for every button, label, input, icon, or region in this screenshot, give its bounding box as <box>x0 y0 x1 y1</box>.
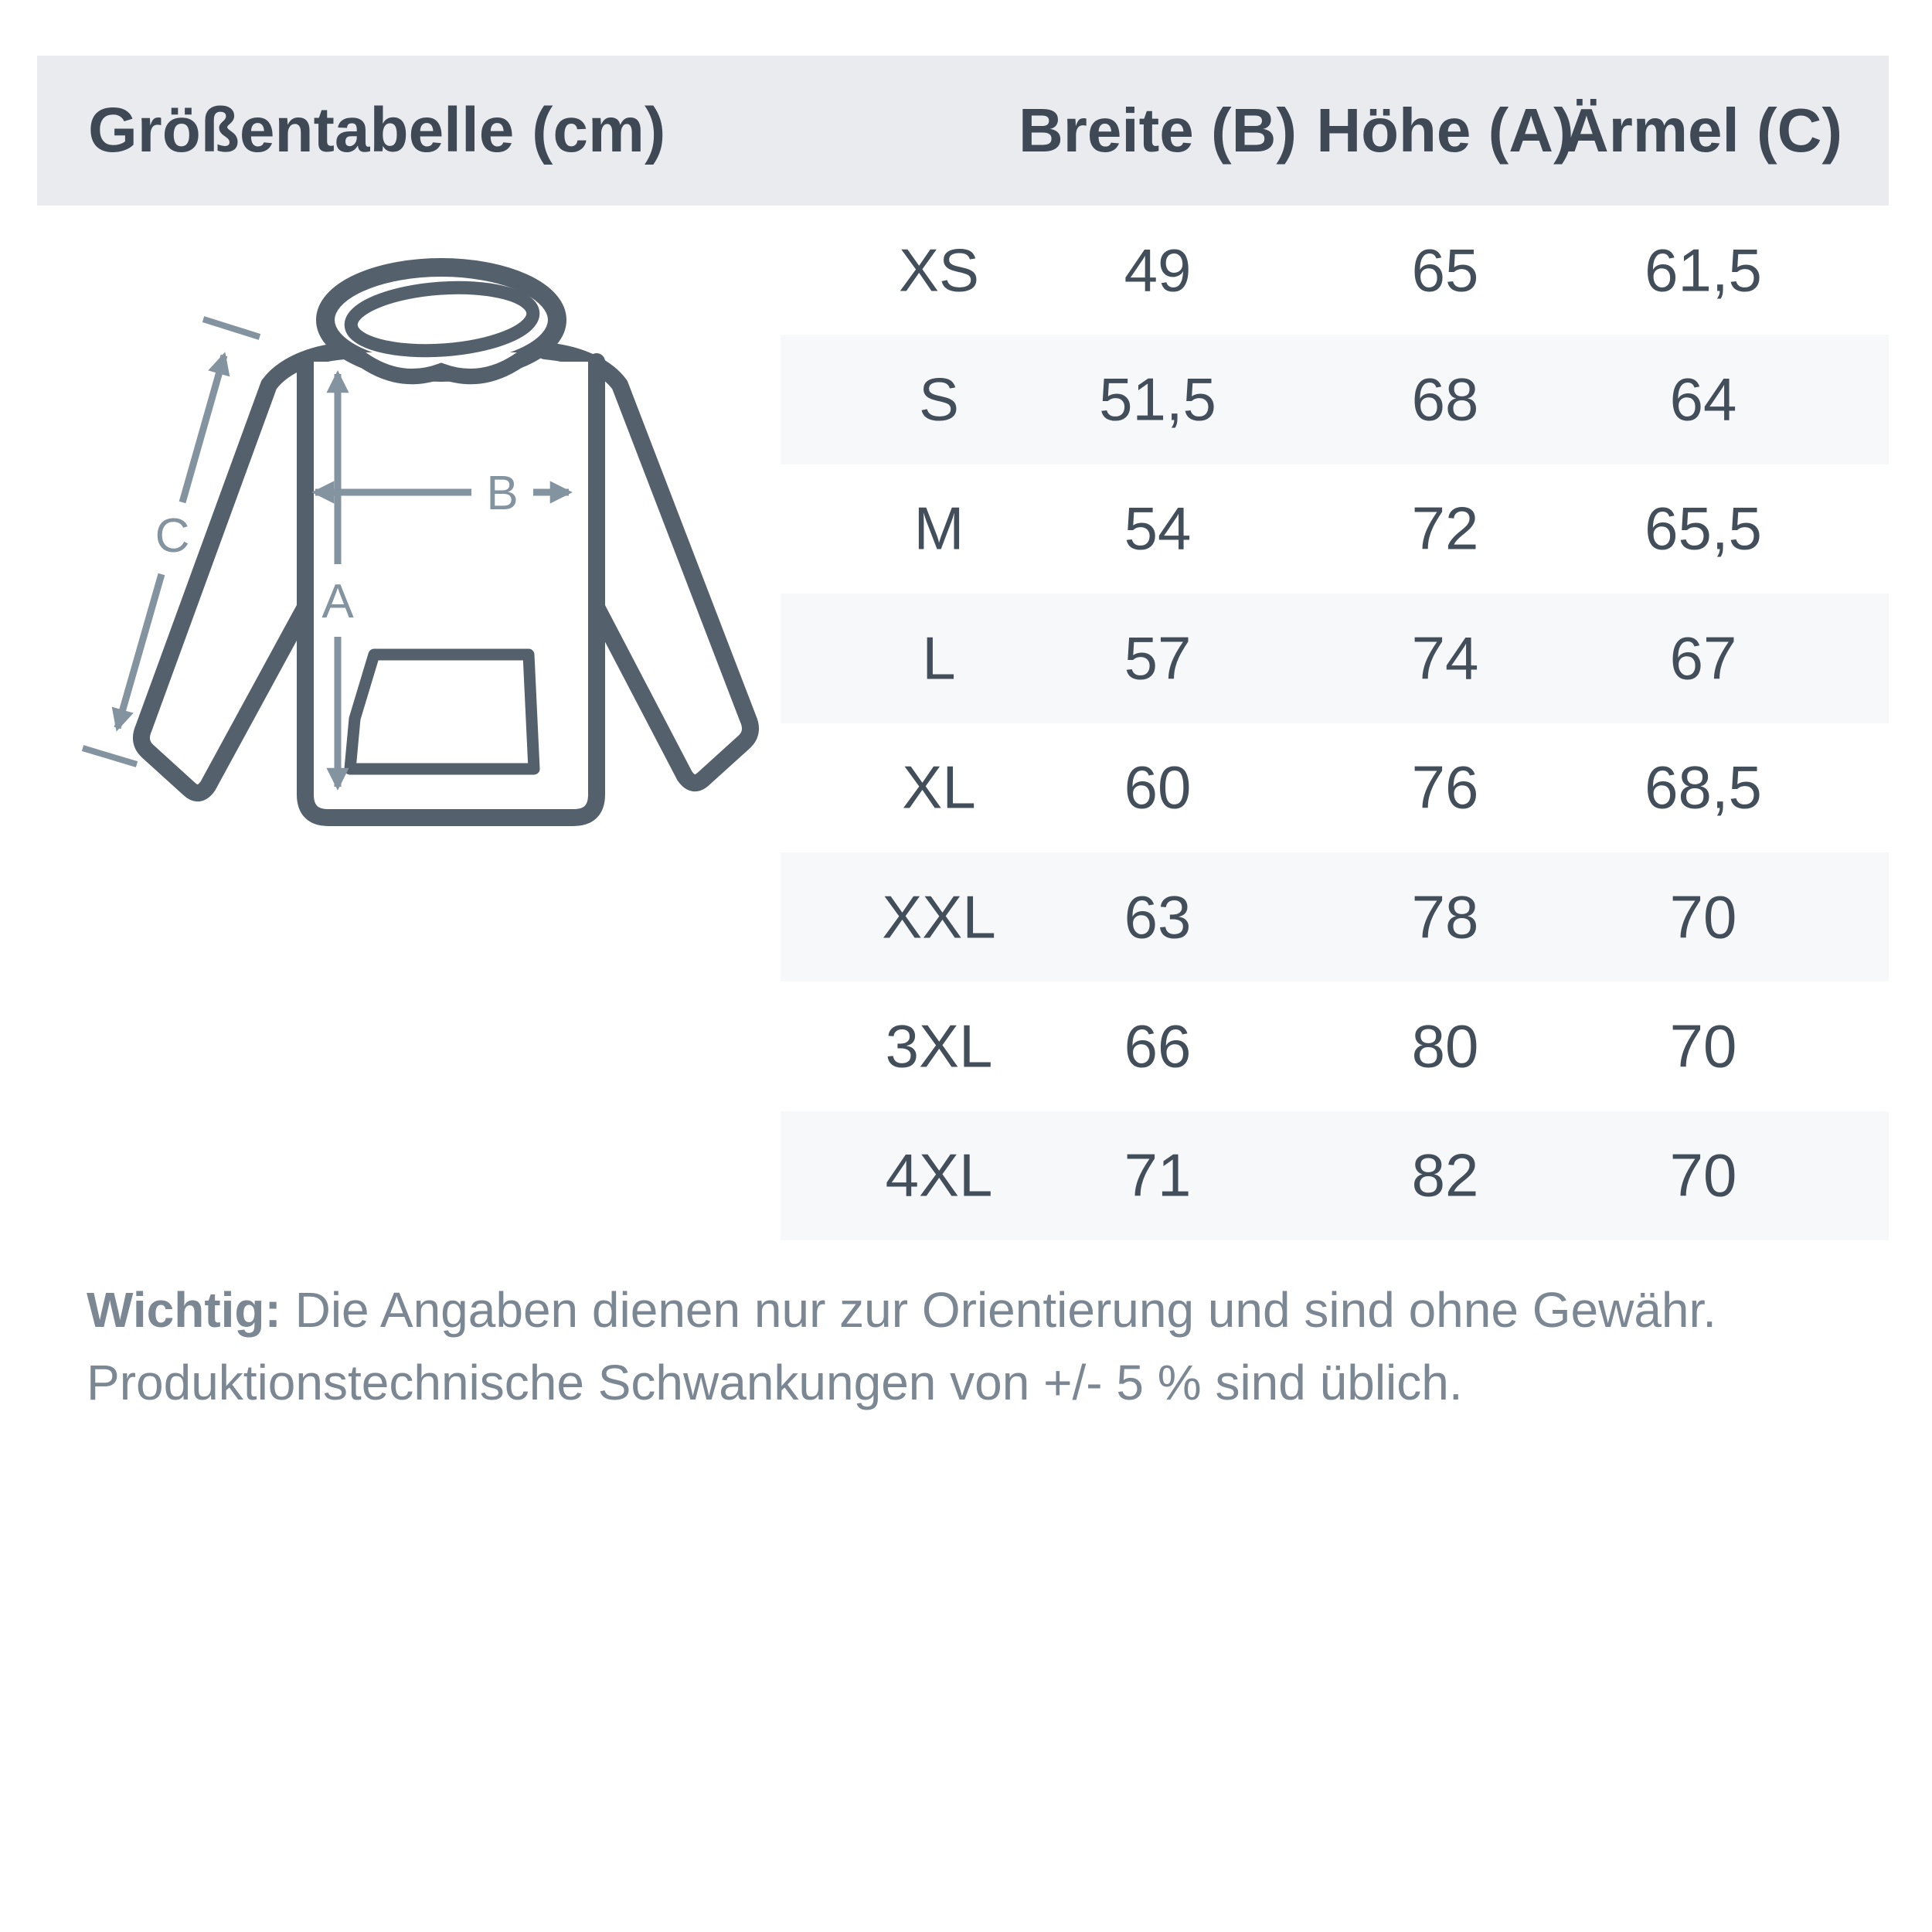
column-header-hoehe: Höhe (A) <box>1316 96 1574 165</box>
breite-value: 54 <box>1124 494 1192 563</box>
size-label: L <box>922 624 956 692</box>
breite-value: 60 <box>1124 753 1192 821</box>
size-label: 4XL <box>885 1141 993 1209</box>
breite-value: 57 <box>1124 624 1192 692</box>
size-label: M <box>913 494 964 563</box>
table-row-xs: XS 49 65 61,5 <box>781 206 1889 335</box>
hoehe-value: 76 <box>1411 753 1479 821</box>
table-row-3xl: 3XL 66 80 70 <box>781 981 1889 1111</box>
table-header-band: Größentabelle (cm) Breite (B) Höhe (A) Ä… <box>37 56 1889 206</box>
aermel-value: 70 <box>1669 1012 1737 1080</box>
breite-value: 63 <box>1124 883 1192 951</box>
disclaimer-bold: Wichtig: <box>87 1282 281 1338</box>
label-c: C <box>155 509 190 563</box>
arrow-c-bottom-tick <box>81 745 138 767</box>
size-label: 3XL <box>885 1012 993 1080</box>
breite-value: 51,5 <box>1099 365 1216 434</box>
kangaroo-pocket <box>344 648 540 775</box>
arrow-c-top <box>179 352 230 504</box>
hoodie-measurement-diagram: A B C <box>81 258 760 826</box>
disclaimer-note: Wichtig: Die Angaben dienen nur zur Orie… <box>87 1274 1716 1419</box>
size-label: S <box>918 365 960 434</box>
aermel-value: 70 <box>1669 1141 1737 1209</box>
aermel-value: 70 <box>1669 883 1737 951</box>
table-row-s: S 51,5 68 64 <box>781 335 1889 464</box>
page-title: Größentabelle (cm) <box>88 95 666 165</box>
size-label: XL <box>902 753 976 821</box>
disclaimer-line-2: Produktionstechnische Schwankungen von +… <box>87 1355 1463 1410</box>
aermel-value: 65,5 <box>1645 494 1762 563</box>
arrow-c-bottom <box>111 573 165 732</box>
table-row-l: L 57 74 67 <box>781 594 1889 723</box>
breite-value: 49 <box>1124 236 1192 304</box>
size-label: XS <box>898 236 980 304</box>
table-row-xl: XL 60 76 68,5 <box>781 723 1889 852</box>
disclaimer-line-1-text: Die Angaben dienen nur zur Orientierung … <box>281 1282 1717 1338</box>
arrow-c-top-tick <box>202 316 261 340</box>
column-header-breite: Breite (B) <box>1018 96 1298 165</box>
hoehe-value: 68 <box>1411 365 1479 434</box>
aermel-value: 67 <box>1669 624 1737 692</box>
size-label: XXL <box>882 883 996 951</box>
table-row-4xl: 4XL 71 82 70 <box>781 1111 1889 1241</box>
table-row-xxl: XXL 63 78 70 <box>781 852 1889 982</box>
hood-collar <box>345 345 537 385</box>
aermel-value: 68,5 <box>1645 753 1762 821</box>
breite-value: 71 <box>1124 1141 1192 1209</box>
hood-opening <box>344 281 540 358</box>
aermel-value: 61,5 <box>1645 236 1762 304</box>
hoehe-value: 82 <box>1411 1141 1479 1209</box>
label-b: B <box>486 467 518 520</box>
size-table: XS 49 65 61,5 S 51,5 68 64 M 54 72 65,5 … <box>781 206 1889 1241</box>
disclaimer-line-1: Wichtig: Die Angaben dienen nur zur Orie… <box>87 1274 1716 1346</box>
hoehe-value: 65 <box>1411 236 1479 304</box>
label-a: A <box>321 575 354 628</box>
hoehe-value: 78 <box>1411 883 1479 951</box>
hoehe-value: 72 <box>1411 494 1479 563</box>
aermel-value: 64 <box>1669 365 1737 434</box>
table-row-m: M 54 72 65,5 <box>781 464 1889 594</box>
breite-value: 66 <box>1124 1012 1192 1080</box>
hoehe-value: 80 <box>1411 1012 1479 1080</box>
column-header-aermel: Ärmel (C) <box>1563 96 1843 165</box>
hoehe-value: 74 <box>1411 624 1479 692</box>
